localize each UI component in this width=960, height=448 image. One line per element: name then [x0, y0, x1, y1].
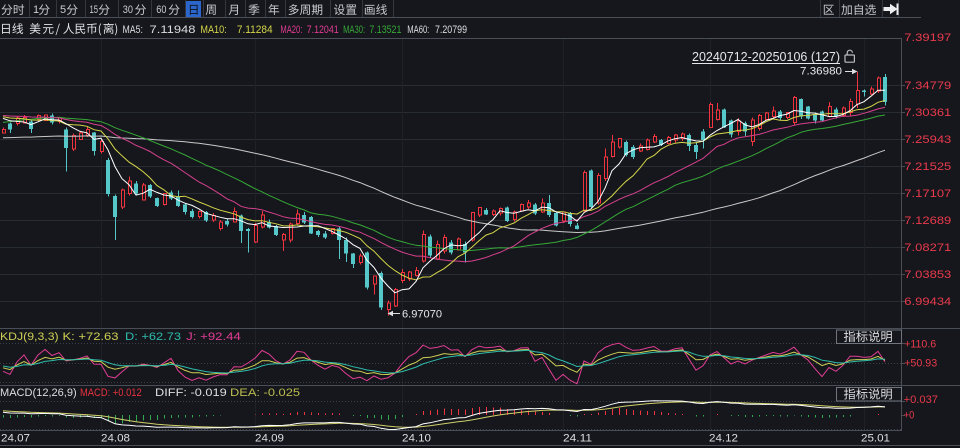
svg-text:30: 30 — [123, 4, 133, 16]
svg-text:MACD(12,26,9): MACD(12,26,9) — [0, 387, 77, 399]
svg-text:7.08271: 7.08271 — [904, 242, 951, 254]
svg-text:25.01: 25.01 — [861, 432, 890, 444]
svg-text:24.09: 24.09 — [255, 432, 284, 444]
svg-text:7.34779: 7.34779 — [904, 80, 951, 92]
svg-text:+50.93: +50.93 — [904, 358, 937, 370]
svg-text:7.21525: 7.21525 — [904, 161, 951, 173]
svg-text:MA20:: MA20: — [280, 24, 302, 36]
svg-text:MA30:: MA30: — [343, 24, 365, 36]
svg-text:7.36980: 7.36980 — [800, 66, 842, 78]
svg-text:20240712-20250106 (127): 20240712-20250106 (127) — [692, 50, 840, 64]
svg-text:7.17107: 7.17107 — [904, 188, 951, 200]
svg-text:5: 5 — [60, 4, 66, 16]
svg-text:1: 1 — [33, 4, 39, 16]
svg-text:24.07: 24.07 — [1, 432, 30, 444]
svg-text:7.12689: 7.12689 — [904, 215, 951, 227]
svg-text:MACD: +0.012: MACD: +0.012 — [80, 387, 142, 399]
svg-text:+110.6: +110.6 — [904, 338, 936, 350]
svg-text:MA10:: MA10: — [200, 24, 226, 36]
svg-text:J: +92.44: J: +92.44 — [186, 331, 241, 343]
svg-text:MA5:: MA5: — [123, 24, 143, 36]
svg-text:15: 15 — [90, 4, 99, 16]
svg-text:7.11948: 7.11948 — [150, 24, 196, 36]
svg-text:24.12: 24.12 — [709, 432, 738, 444]
svg-text:24.11: 24.11 — [563, 432, 592, 444]
svg-text:+0: +0 — [904, 409, 915, 421]
svg-text:KDJ(9,3,3): KDJ(9,3,3) — [0, 331, 59, 343]
svg-text:D: +62.73: D: +62.73 — [125, 331, 181, 343]
svg-text:+0.037: +0.037 — [904, 394, 938, 406]
svg-text:7.03853: 7.03853 — [904, 269, 951, 281]
svg-text:K: +72.63: K: +72.63 — [63, 331, 119, 343]
svg-text:7.39197: 7.39197 — [904, 32, 951, 44]
svg-text:7.13521: 7.13521 — [369, 24, 401, 36]
svg-text:MA60:: MA60: — [407, 24, 429, 36]
svg-text:24.08: 24.08 — [101, 432, 130, 444]
svg-text:DEA: -0.025: DEA: -0.025 — [230, 387, 300, 399]
svg-text:7.11284: 7.11284 — [237, 24, 273, 36]
svg-text:7.25943: 7.25943 — [904, 134, 951, 146]
svg-text:7.12041: 7.12041 — [307, 24, 339, 36]
svg-text:60: 60 — [156, 4, 166, 16]
svg-text:7.20799: 7.20799 — [435, 24, 467, 36]
svg-text:6.99434: 6.99434 — [904, 296, 951, 308]
svg-text:DIFF: -0.019: DIFF: -0.019 — [155, 387, 227, 399]
svg-text:7.30361: 7.30361 — [904, 107, 951, 119]
svg-text:6.97070: 6.97070 — [402, 308, 442, 320]
svg-text:24.10: 24.10 — [402, 432, 431, 444]
